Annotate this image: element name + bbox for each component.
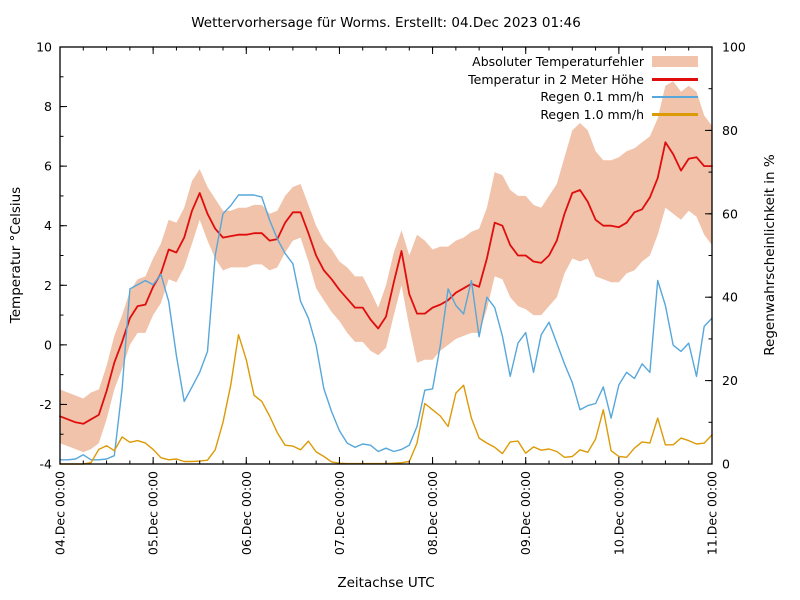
svg-text:20: 20 [722, 373, 738, 388]
svg-text:07.Dec 00:00: 07.Dec 00:00 [332, 471, 347, 555]
x-axis-title: Zeitachse UTC [337, 575, 435, 591]
svg-text:10.Dec 00:00: 10.Dec 00:00 [611, 471, 626, 555]
legend: Absoluter Temperaturfehler Temperatur in… [468, 53, 698, 123]
svg-text:11.Dec 00:00: 11.Dec 00:00 [705, 471, 720, 555]
legend-item-temperature-error: Absoluter Temperaturfehler [468, 53, 698, 71]
svg-text:05.Dec 00:00: 05.Dec 00:00 [146, 471, 161, 555]
svg-text:0: 0 [722, 457, 730, 472]
svg-text:6: 6 [44, 159, 52, 174]
y-axis-right-title: Regenwahrscheinlichkeit in % [762, 154, 778, 356]
svg-text:8: 8 [44, 99, 52, 114]
svg-text:80: 80 [722, 123, 738, 138]
svg-text:-2: -2 [40, 397, 52, 412]
svg-text:08.Dec 00:00: 08.Dec 00:00 [425, 471, 440, 555]
blue-line-swatch-icon [652, 95, 698, 98]
svg-text:10: 10 [36, 40, 52, 55]
legend-item-rain-10: Regen 1.0 mm/h [468, 106, 698, 124]
y-axis-left-title: Temperatur °Celsius [8, 186, 24, 324]
legend-label: Temperatur in 2 Meter Höhe [468, 71, 644, 87]
svg-text:60: 60 [722, 206, 738, 221]
svg-text:-4: -4 [40, 457, 53, 472]
svg-text:0: 0 [44, 337, 52, 352]
svg-text:4: 4 [44, 218, 52, 233]
legend-label: Absoluter Temperaturfehler [472, 54, 644, 70]
legend-item-rain-01: Regen 0.1 mm/h [468, 88, 698, 106]
band-swatch-icon [652, 56, 698, 68]
legend-label: Regen 1.0 mm/h [540, 106, 644, 122]
svg-text:40: 40 [722, 290, 738, 305]
svg-text:04.Dec 00:00: 04.Dec 00:00 [53, 471, 68, 555]
red-line-swatch-icon [652, 78, 698, 81]
svg-text:100: 100 [722, 40, 746, 55]
legend-item-temperature-2m: Temperatur in 2 Meter Höhe [468, 71, 698, 89]
svg-text:2: 2 [44, 278, 52, 293]
svg-text:06.Dec 00:00: 06.Dec 00:00 [239, 471, 254, 555]
svg-text:09.Dec 00:00: 09.Dec 00:00 [518, 471, 533, 555]
orange-line-swatch-icon [652, 113, 698, 116]
chart-title: Wettervorhersage für Worms. Erstellt: 04… [191, 15, 581, 31]
legend-label: Regen 0.1 mm/h [540, 89, 644, 105]
